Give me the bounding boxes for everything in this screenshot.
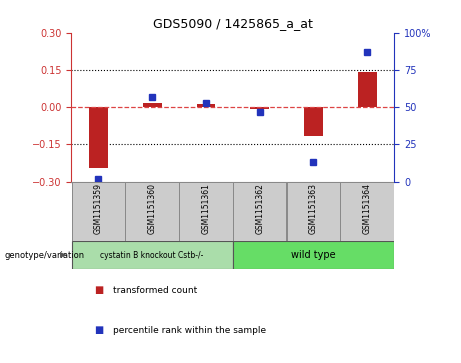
Text: transformed count: transformed count — [113, 286, 197, 295]
FancyBboxPatch shape — [341, 182, 394, 241]
Text: percentile rank within the sample: percentile rank within the sample — [113, 326, 266, 335]
Text: GSM1151363: GSM1151363 — [309, 183, 318, 234]
Title: GDS5090 / 1425865_a_at: GDS5090 / 1425865_a_at — [153, 17, 313, 30]
Text: GSM1151359: GSM1151359 — [94, 183, 103, 234]
Text: cystatin B knockout Cstb-/-: cystatin B knockout Cstb-/- — [100, 250, 204, 260]
FancyBboxPatch shape — [179, 182, 233, 241]
Text: ■: ■ — [95, 285, 104, 295]
FancyBboxPatch shape — [71, 182, 125, 241]
Text: genotype/variation: genotype/variation — [5, 250, 85, 260]
Bar — [196, 104, 215, 107]
FancyBboxPatch shape — [233, 182, 286, 241]
Text: ■: ■ — [95, 325, 104, 335]
Text: GSM1151361: GSM1151361 — [201, 183, 210, 234]
Bar — [89, 107, 108, 168]
Bar — [358, 72, 377, 107]
Text: GSM1151364: GSM1151364 — [363, 183, 372, 234]
FancyBboxPatch shape — [287, 182, 340, 241]
Text: GSM1151362: GSM1151362 — [255, 183, 264, 234]
Text: GSM1151360: GSM1151360 — [148, 183, 157, 234]
FancyBboxPatch shape — [125, 182, 179, 241]
Bar — [250, 107, 269, 109]
Text: wild type: wild type — [291, 250, 336, 260]
FancyBboxPatch shape — [233, 241, 394, 269]
Bar — [304, 107, 323, 136]
Bar — [143, 103, 161, 107]
FancyBboxPatch shape — [71, 241, 233, 269]
Text: ▶: ▶ — [60, 250, 67, 260]
